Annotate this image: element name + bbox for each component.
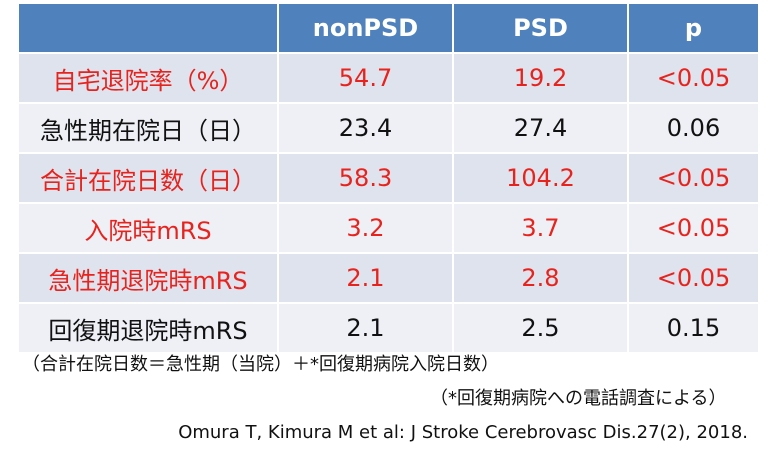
header-cell-nonpsd: nonPSD	[279, 4, 454, 52]
row-label: 自宅退院率（%）	[19, 54, 279, 102]
row-value-p: 0.15	[666, 314, 721, 342]
row-value-nonpsd: 2.1	[279, 304, 454, 352]
results-table: nonPSD PSD p 自宅退院率（%） 54.7 19.2 <0.05 急性…	[19, 4, 758, 352]
row-label: 合計在院日数（日）	[19, 154, 279, 202]
row-value-psd: 2.5	[454, 304, 629, 352]
table-row: 入院時mRS 3.2 3.7 <0.05	[19, 202, 758, 252]
survey-note: （*回復期病院への電話調査による）	[430, 388, 727, 409]
header-cell-p: p	[684, 14, 703, 42]
row-label: 入院時mRS	[19, 204, 279, 252]
table-row: 合計在院日数（日） 58.3 104.2 <0.05	[19, 152, 758, 202]
row-value-nonpsd: 2.1	[279, 254, 454, 302]
row-value-nonpsd: 58.3	[279, 154, 454, 202]
row-value-p: <0.05	[656, 164, 731, 192]
table-row: 急性期退院時mRS 2.1 2.8 <0.05	[19, 252, 758, 302]
citation: Omura T, Kimura M et al: J Stroke Cerebr…	[178, 422, 748, 443]
row-value-psd: 2.8	[454, 254, 629, 302]
row-value-psd: 3.7	[454, 204, 629, 252]
row-value-nonpsd: 23.4	[279, 104, 454, 152]
row-value-psd: 19.2	[454, 54, 629, 102]
row-value-nonpsd: 54.7	[279, 54, 454, 102]
header-cell-label	[19, 4, 279, 52]
row-value-psd: 27.4	[454, 104, 629, 152]
header-cell-psd: PSD	[454, 4, 629, 52]
row-value-p: 0.06	[666, 114, 721, 142]
row-label: 回復期退院時mRS	[19, 304, 279, 352]
row-value-nonpsd: 3.2	[279, 204, 454, 252]
row-label: 急性期在院日（日）	[19, 104, 279, 152]
row-value-psd: 104.2	[454, 154, 629, 202]
formula-note: （合計在院日数＝急性期（当院）＋*回復期病院入院日数）	[22, 354, 499, 375]
row-value-p: <0.05	[656, 264, 731, 292]
row-label: 急性期退院時mRS	[19, 254, 279, 302]
row-value-p: <0.05	[656, 64, 731, 92]
table-row: 自宅退院率（%） 54.7 19.2 <0.05	[19, 52, 758, 102]
table-header-row: nonPSD PSD p	[19, 4, 758, 52]
table-row: 回復期退院時mRS 2.1 2.5 0.15	[19, 302, 758, 352]
row-value-p: <0.05	[656, 214, 731, 242]
table-row: 急性期在院日（日） 23.4 27.4 0.06	[19, 102, 758, 152]
